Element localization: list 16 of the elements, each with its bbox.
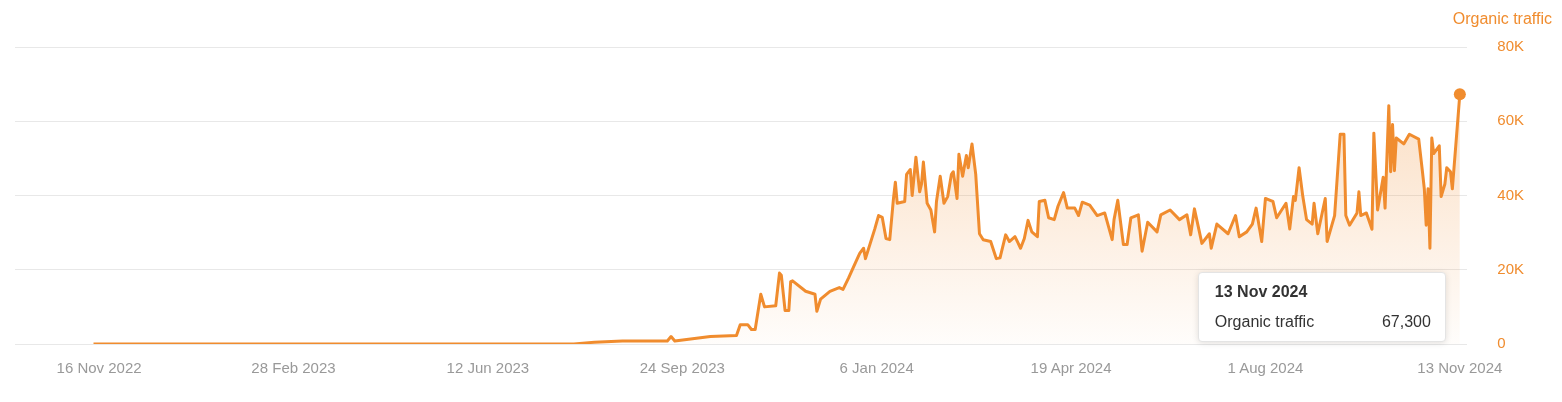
y-tick-label: 40K (1497, 185, 1525, 203)
x-tick-label: 19 Apr 2024 (1030, 359, 1112, 377)
x-tick-label: 24 Sep 2023 (639, 359, 725, 377)
annotation: 13 Nov 2024 (1214, 283, 1309, 301)
y-tick-label: 60K (1497, 111, 1525, 129)
y-tick-label: 80K (1497, 37, 1525, 55)
tooltip-card: 13 Nov 2024 Organic traffic 67,300 (1197, 272, 1446, 342)
x-tick-label: 12 Jun 2023 (446, 359, 530, 377)
y-tick-label: 20K (1497, 259, 1525, 277)
x-tick-label: 1 Aug 2024 (1227, 359, 1304, 377)
x-tick-label: 16 Nov 2022 (56, 359, 142, 377)
x-tick-label: 13 Nov 2024 (1417, 359, 1503, 377)
x-tick-label: 6 Jan 2024 (839, 359, 914, 377)
y-tick-label: 0 (1497, 334, 1506, 352)
x-tick-label: 28 Feb 2023 (251, 359, 336, 377)
y-axis-title: Organic traffic (1452, 10, 1552, 28)
